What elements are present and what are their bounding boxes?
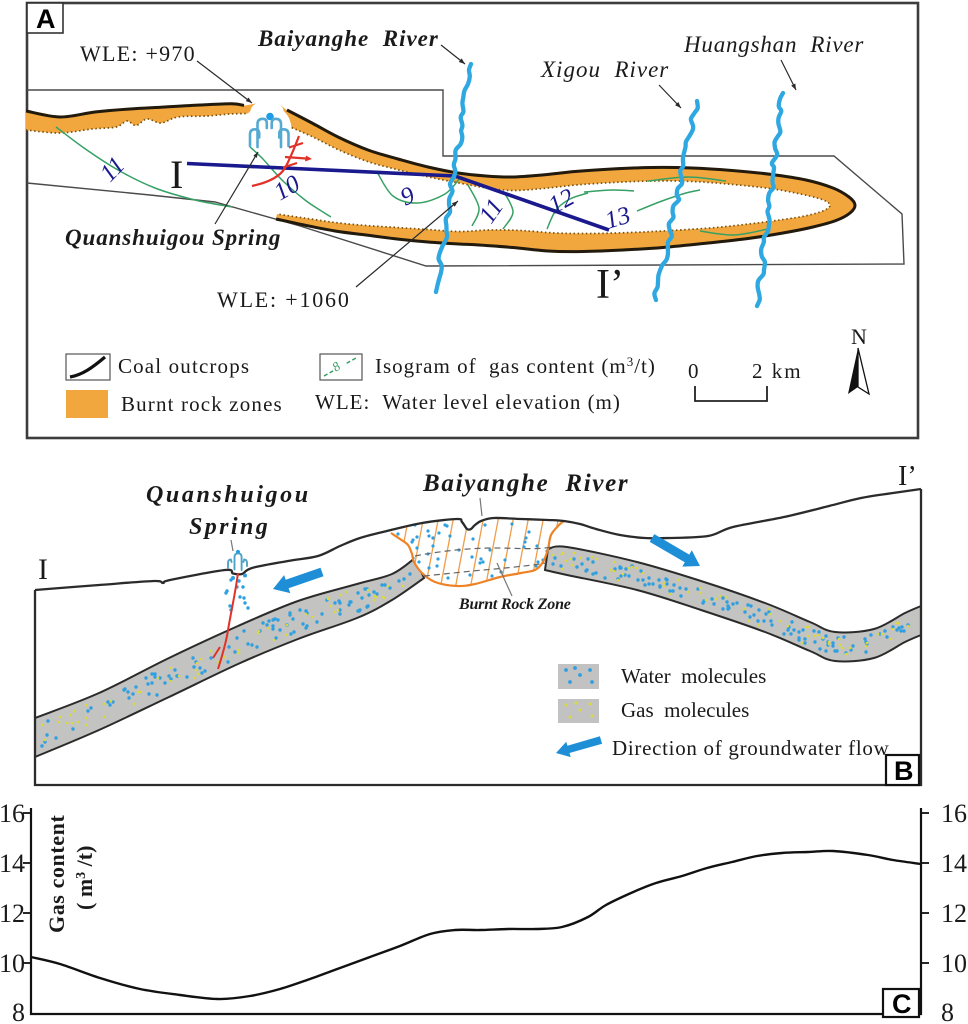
svg-text:N: N <box>851 324 867 349</box>
svg-text:( m3 /t): ( m3 /t) <box>72 846 97 910</box>
svg-text:B: B <box>894 756 914 786</box>
svg-text:Water molecules: Water molecules <box>621 664 766 688</box>
svg-text:16: 16 <box>941 799 967 828</box>
svg-text:I’: I’ <box>898 461 917 492</box>
svg-text:8: 8 <box>12 998 25 1024</box>
svg-text:Coal outcrops: Coal outcrops <box>118 354 250 378</box>
svg-text:C: C <box>892 989 912 1019</box>
svg-text:Xigou River: Xigou River <box>540 57 669 82</box>
svg-text:14: 14 <box>941 849 967 878</box>
svg-text:Burnt Rock Zone: Burnt Rock Zone <box>458 596 571 613</box>
svg-text:Direction of groundwater flow: Direction of groundwater flow <box>612 736 890 760</box>
svg-text:Gas content: Gas content <box>44 815 69 933</box>
svg-text:Baiyanghe River: Baiyanghe River <box>257 26 439 51</box>
svg-text:I: I <box>170 152 183 197</box>
svg-text:A: A <box>36 4 56 34</box>
svg-text:Baiyanghe River: Baiyanghe River <box>422 470 629 497</box>
svg-text:Gas molecules: Gas molecules <box>621 698 749 722</box>
svg-text:12: 12 <box>941 899 967 928</box>
svg-text:WLE: Water level elevation (m: WLE: Water level elevation (m) <box>315 390 621 414</box>
svg-text:0: 0 <box>688 359 699 383</box>
svg-text:I’: I’ <box>596 262 624 308</box>
svg-text:10: 10 <box>941 949 967 978</box>
svg-text:Spring: Spring <box>189 514 270 540</box>
svg-text:12: 12 <box>0 899 25 928</box>
svg-text:14: 14 <box>0 849 25 878</box>
svg-text:10: 10 <box>0 949 25 978</box>
svg-text:2 km: 2 km <box>752 359 803 383</box>
svg-text:Quanshuigou: Quanshuigou <box>146 482 311 508</box>
svg-text:Huangshan River: Huangshan River <box>683 32 864 57</box>
svg-text:WLE: +970: WLE: +970 <box>80 41 196 66</box>
svg-text:I: I <box>38 553 48 586</box>
svg-text:16: 16 <box>0 799 25 828</box>
svg-text:Burnt rock zones: Burnt rock zones <box>121 392 283 416</box>
svg-text:WLE: +1060: WLE: +1060 <box>217 287 351 312</box>
svg-text:Quanshuigou Spring: Quanshuigou Spring <box>65 225 281 250</box>
svg-text:Isogram of gas content (m3/t): Isogram of gas content (m3/t) <box>375 354 656 378</box>
svg-text:8: 8 <box>941 998 954 1024</box>
